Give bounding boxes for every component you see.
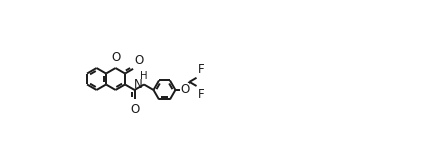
Text: F: F — [198, 63, 205, 76]
Text: F: F — [198, 88, 205, 101]
Text: O: O — [180, 83, 189, 97]
Text: O: O — [130, 103, 139, 116]
Text: O: O — [135, 54, 144, 67]
Text: O: O — [111, 51, 120, 64]
Text: H: H — [140, 71, 148, 81]
Text: N: N — [134, 78, 143, 91]
